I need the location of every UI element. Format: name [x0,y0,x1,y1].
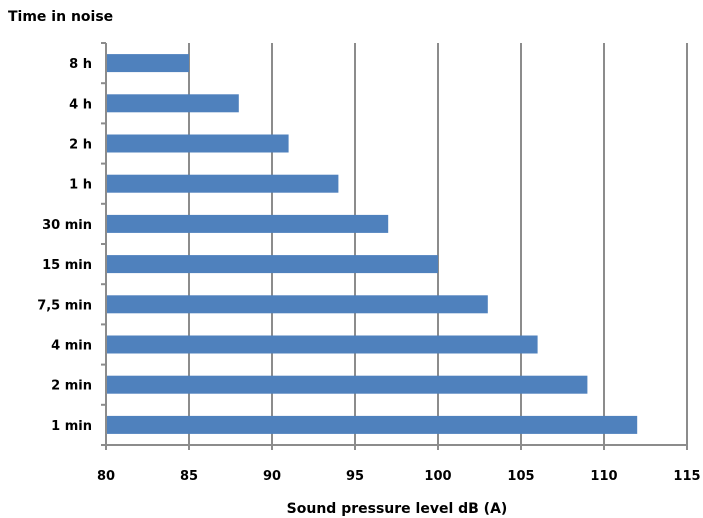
x-tick-label: 95 [346,469,364,484]
y-tick-label: 4 h [69,97,92,112]
y-tick-label: 4 min [51,339,92,354]
x-tick-labels: 80 85 90 95 100 105 110 115 [97,469,701,484]
x-tick-label: 110 [590,469,617,484]
y-tick-label: 30 min [42,218,92,233]
bar [106,174,339,193]
y-tick-label: 2 min [51,379,92,394]
x-axis-label: Sound pressure level dB (A) [287,501,508,517]
x-tick-label: 80 [97,469,115,484]
y-tick-label: 8 h [69,57,92,72]
chart-title: Time in noise [8,9,113,25]
bar [106,335,538,354]
bar [106,54,189,73]
y-tick-label: 7,5 min [37,298,92,313]
y-tick-label: 2 h [69,138,92,153]
bars [106,54,638,434]
bar [106,375,588,394]
grid-lines [188,43,688,445]
x-tick-label: 100 [424,469,451,484]
y-tick-labels: 8 h 4 h 2 h 1 h 30 min 15 min 7,5 min 4 min 2 mi… [37,57,92,434]
y-tick-label: 1 h [69,178,92,193]
x-tick-label: 85 [180,469,198,484]
axes [101,42,688,450]
bar [106,415,638,434]
bar [106,134,289,153]
x-tick-label: 115 [673,469,700,484]
bar [106,255,438,274]
y-tick-label: 1 min [51,419,92,434]
y-tick-label: 15 min [42,258,92,273]
bar [106,214,389,233]
bar [106,295,488,314]
bar [106,94,239,113]
x-tick-label: 90 [263,469,281,484]
x-tick-label: 105 [507,469,534,484]
